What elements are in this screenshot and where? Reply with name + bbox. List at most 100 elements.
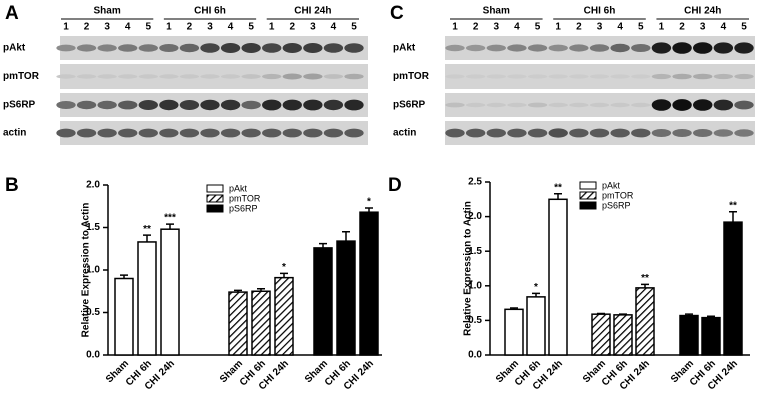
bar <box>591 313 611 356</box>
legend-swatch <box>579 201 597 210</box>
blot-band <box>303 99 323 111</box>
row-label: actin <box>3 128 26 139</box>
blot-band <box>672 42 692 54</box>
blot-band <box>672 99 692 111</box>
blot-band <box>734 100 754 110</box>
blot-band <box>651 99 672 111</box>
blot-band <box>507 102 527 108</box>
error-bar <box>707 315 715 318</box>
bar <box>114 277 134 356</box>
blot-band <box>262 128 282 138</box>
significance: ** <box>143 224 151 235</box>
blot-band <box>262 73 282 80</box>
blot-band <box>465 44 486 52</box>
bar <box>679 314 699 356</box>
blot-band <box>179 43 200 53</box>
legend-label: pmTOR <box>602 190 634 200</box>
error-bar <box>685 313 693 316</box>
legend-label: pS6RP <box>602 200 631 210</box>
error-bar <box>319 242 327 248</box>
legend-swatch <box>206 194 224 203</box>
panel-letter: D <box>388 175 402 196</box>
bar <box>137 241 157 356</box>
blot-band <box>323 99 344 111</box>
lane-number: 2 <box>576 22 582 33</box>
blot-band <box>159 74 179 79</box>
blot-band <box>445 102 465 108</box>
y-tick-label: 0.5 <box>86 307 100 318</box>
bar <box>548 198 568 356</box>
legend-swatch <box>579 181 597 190</box>
y-axis-label: Relative Expression to Actin <box>463 201 474 336</box>
bar <box>701 316 721 356</box>
blot-band <box>507 44 527 52</box>
blot-band <box>282 128 302 138</box>
error-bar <box>510 307 518 310</box>
row-label: pS6RP <box>3 100 36 111</box>
blot-band <box>465 128 486 138</box>
error-bar <box>234 289 242 293</box>
blot-band <box>631 74 651 79</box>
blot-band <box>76 74 97 79</box>
error-bar <box>641 283 649 288</box>
blot-band <box>200 128 220 138</box>
y-tick-label: 1.5 <box>468 246 482 257</box>
group-label: Sham <box>94 6 121 17</box>
blot-band <box>713 42 734 54</box>
lane-number: 1 <box>63 22 69 33</box>
lane-number: 2 <box>84 22 90 33</box>
error-bar <box>554 193 562 200</box>
error-bar <box>143 234 151 242</box>
blot-band <box>200 43 220 53</box>
y-axis-label: Relative Expression to Actin <box>81 203 92 338</box>
bar <box>251 290 271 356</box>
error-bar <box>120 274 128 279</box>
significance: * <box>534 282 538 293</box>
blot-band <box>486 74 506 79</box>
blot-band <box>179 100 200 110</box>
lane-number: 3 <box>494 22 500 33</box>
blot-band <box>548 102 568 108</box>
blot-band <box>486 128 506 138</box>
blot-band <box>465 102 486 108</box>
blot-band <box>631 44 651 52</box>
error-bar <box>257 287 265 292</box>
blot-band <box>241 43 261 53</box>
lane-number: 2 <box>473 22 479 33</box>
blot-band <box>507 74 527 79</box>
legend-label: pAkt <box>602 180 621 190</box>
blot-band <box>672 73 692 80</box>
group-label: CHI 24h <box>294 6 331 17</box>
group-label: Sham <box>483 6 510 17</box>
lane-number: 4 <box>228 22 234 33</box>
row-label: actin <box>393 128 416 139</box>
error-bar <box>280 272 288 278</box>
blot-band <box>323 128 344 138</box>
significance: * <box>367 197 371 208</box>
blot-band <box>56 101 76 109</box>
legend-label: pS6RP <box>229 203 258 213</box>
y-tick-label: 2.0 <box>86 180 100 191</box>
y-tick-label: 1.5 <box>86 222 100 233</box>
error-bar <box>619 313 627 315</box>
lane-number: 2 <box>187 22 193 33</box>
blot-band <box>527 44 548 52</box>
blot-band <box>734 129 754 137</box>
error-bar <box>729 211 737 223</box>
blot-band <box>651 42 672 54</box>
blot-band <box>693 99 713 111</box>
bar <box>723 221 743 356</box>
blot-band <box>303 73 323 80</box>
blot-band <box>323 74 344 79</box>
row-label: pAkt <box>3 43 26 54</box>
row-label: pS6RP <box>393 100 426 111</box>
y-tick-label: 1.0 <box>468 280 482 291</box>
blot-band <box>282 43 302 53</box>
lane-number: 5 <box>248 22 254 33</box>
lane-number: 1 <box>166 22 172 33</box>
blot-band <box>138 100 158 110</box>
blot-band <box>56 44 76 52</box>
legend-label: pmTOR <box>229 193 261 203</box>
blot-band <box>56 74 76 79</box>
significance: * <box>282 262 286 273</box>
